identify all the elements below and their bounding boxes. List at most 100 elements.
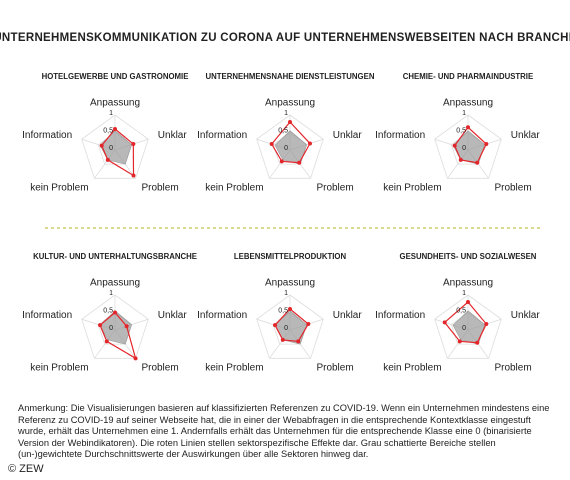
page-title: UNTERNEHMENSKOMMUNIKATION ZU CORONA AUF … — [0, 32, 570, 44]
average-area — [452, 130, 485, 165]
axis-label: Unklar — [333, 130, 363, 141]
axis-label: Problem — [141, 363, 178, 374]
grid-ring — [434, 294, 502, 359]
sector-point — [297, 160, 302, 165]
axis-label: Anpassung — [443, 98, 493, 109]
axis-label: Problem — [141, 183, 178, 194]
sector-point — [104, 339, 109, 344]
tick-label: 0 — [462, 145, 466, 152]
axis-label: Anpassung — [90, 98, 140, 109]
sector-point — [288, 120, 292, 124]
axis-label: Information — [375, 130, 425, 141]
tick-label: 0,5 — [103, 307, 113, 314]
axis-label: Information — [197, 130, 247, 141]
sector-point — [296, 339, 301, 344]
chart-title: LEBENSMITTELPRODUKTION — [234, 252, 347, 261]
sector-point — [279, 159, 284, 164]
sector-point — [99, 143, 104, 148]
sector-point — [105, 157, 110, 162]
source: © ZEW — [8, 463, 44, 475]
axis-label: Unklar — [511, 310, 541, 321]
tick-label: 1 — [462, 110, 466, 117]
sector-point — [273, 323, 278, 328]
tick-label: 0,5 — [103, 127, 113, 134]
sector-point — [442, 320, 447, 325]
tick-label: 0 — [109, 145, 113, 152]
tick-label: 0,5 — [456, 127, 466, 134]
axis-label: Problem — [316, 363, 353, 374]
sector-point — [124, 324, 129, 329]
sector-point — [475, 160, 480, 165]
sector-point — [306, 322, 311, 327]
tick-label: 1 — [109, 110, 113, 117]
sector-point — [269, 142, 274, 147]
sector-point — [466, 125, 470, 130]
sector-line — [99, 311, 137, 360]
sector-point — [484, 142, 489, 147]
axis-label: Anpassung — [90, 278, 140, 289]
axis-label: kein Problem — [383, 363, 441, 374]
sector-point — [457, 339, 462, 344]
axis-label: kein Problem — [205, 183, 263, 194]
sector-point — [452, 143, 457, 148]
chart: UNTERNEHMENSKOMMUNIKATION ZU CORONA AUF … — [0, 32, 570, 374]
grid-ring — [256, 114, 324, 179]
tick-label: 0 — [462, 325, 466, 332]
axis-label: kein Problem — [30, 183, 88, 194]
axis-label: Information — [22, 310, 72, 321]
sector-point — [113, 127, 117, 131]
chart-title: HOTELGEWERBE UND GASTRONOMIE — [42, 72, 189, 81]
sector-point — [280, 337, 285, 342]
tick-label: 0 — [284, 145, 288, 152]
grid-ring — [81, 114, 149, 179]
sector-point — [98, 323, 103, 328]
sector-point — [484, 322, 489, 327]
tick-label: 0,5 — [456, 307, 466, 314]
chart-title: CHEMIE- UND PHARMAINDUSTRIE — [403, 72, 533, 81]
sector-line — [100, 128, 135, 177]
axis-label: Unklar — [158, 310, 188, 321]
sector-point — [133, 356, 138, 361]
axis-label: Unklar — [158, 130, 188, 141]
tick-label: 1 — [284, 290, 288, 297]
tick-label: 0,5 — [278, 307, 288, 314]
average-area — [99, 130, 132, 165]
sector-point — [475, 340, 480, 345]
chart-title: UNTERNEHMENSNAHE DIENSTLEISTUNGEN — [206, 72, 375, 81]
axis-label: Unklar — [511, 130, 541, 141]
sector-point — [458, 157, 463, 162]
sector-line — [274, 308, 310, 342]
axis-label: Unklar — [333, 310, 363, 321]
axis-label: Problem — [316, 183, 353, 194]
axis-label: Anpassung — [265, 278, 315, 289]
sector-point — [113, 310, 117, 315]
axis-label: kein Problem — [205, 363, 263, 374]
axis-label: Information — [22, 130, 72, 141]
grid-ring — [81, 294, 149, 359]
tick-label: 0,5 — [278, 127, 288, 134]
tick-label: 1 — [284, 110, 288, 117]
sector-point — [307, 141, 312, 146]
axis-label: kein Problem — [30, 363, 88, 374]
axis-label: Information — [375, 310, 425, 321]
axis-label: Problem — [494, 363, 531, 374]
sector-line — [453, 126, 488, 164]
tick-label: 0 — [109, 325, 113, 332]
sector-point — [466, 300, 470, 304]
tick-label: 1 — [462, 290, 466, 297]
sector-line — [443, 301, 488, 344]
average-area — [274, 310, 307, 345]
axis-label: kein Problem — [383, 183, 441, 194]
sector-point — [288, 307, 292, 311]
sector-line — [270, 121, 311, 164]
note: Anmerkung: Die Visualisierungen basieren… — [18, 403, 550, 460]
sector-point — [131, 173, 136, 178]
axis-label: Anpassung — [265, 98, 315, 109]
sector-point — [131, 142, 136, 147]
axis-label: Anpassung — [443, 278, 493, 289]
grid-ring — [256, 294, 324, 359]
axis-label: Information — [197, 310, 247, 321]
grid-ring — [434, 114, 502, 179]
chart-title: KULTUR- UND UNTERHALTUNGSBRANCHE — [33, 252, 197, 261]
